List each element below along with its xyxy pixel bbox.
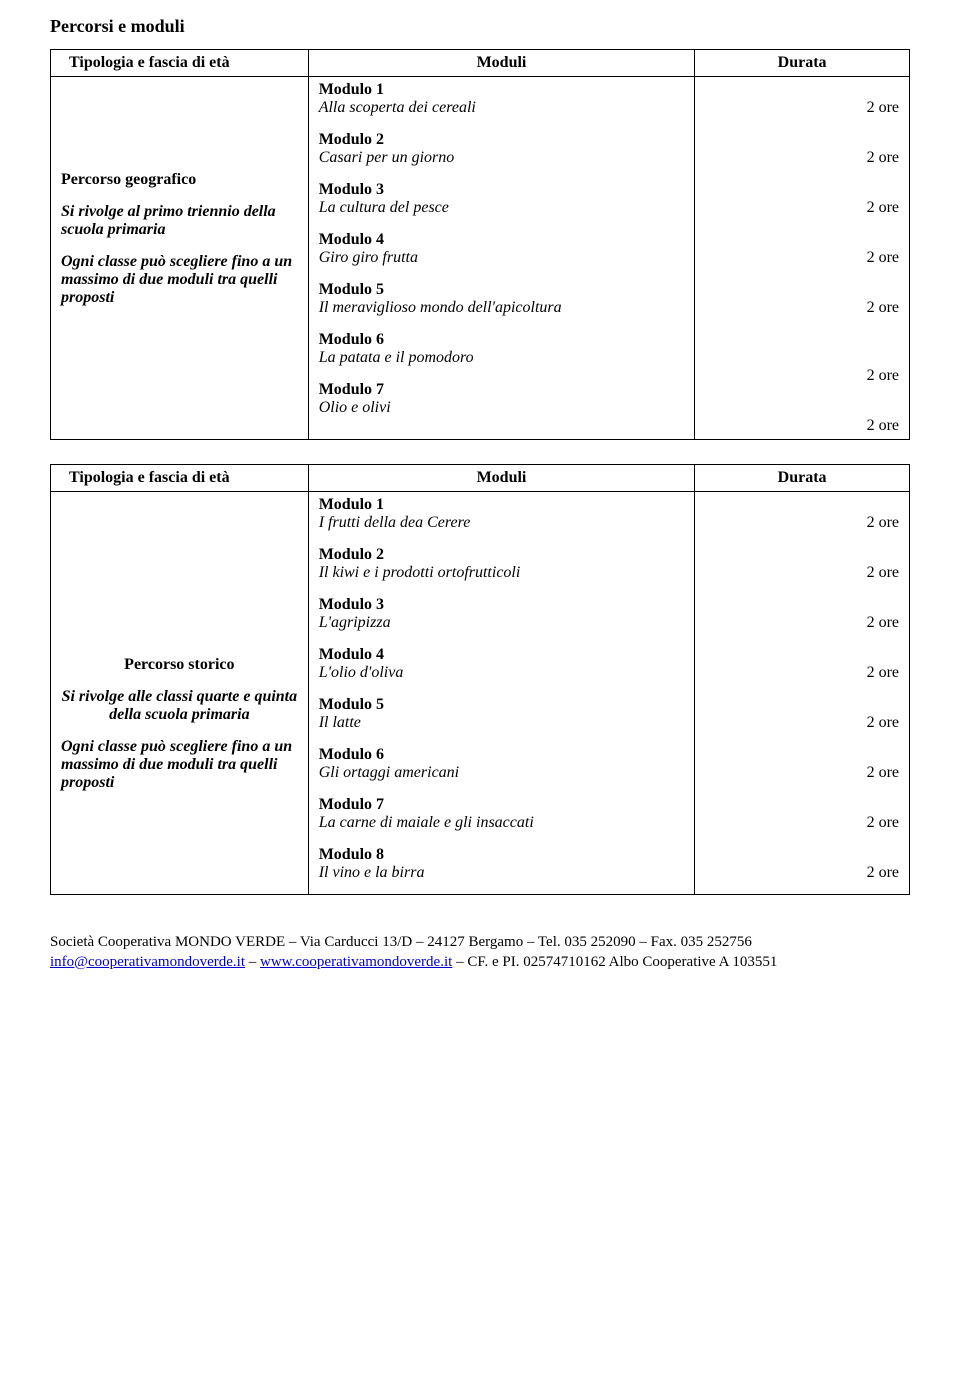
module-desc: Il kiwi e i prodotti ortofrutticoli [319,564,685,582]
duration-value: 2 ore [705,864,899,882]
percorso-name: Percorso storico [61,656,298,674]
module-item: Modulo 1I frutti della dea Cerere [319,496,685,532]
footer-web-link[interactable]: www.cooperativamondoverde.it [260,954,452,970]
table1-left-cell: Percorso geografico Si rivolge al primo … [51,77,309,440]
duration-value: 2 ore [705,99,899,117]
module-label: Modulo 4 [319,646,685,664]
duration-value: 2 ore [705,367,899,385]
duration-value: 2 ore [705,249,899,267]
target-audience: Si rivolge al primo triennio della scuol… [61,203,298,239]
page-title: Percorsi e moduli [50,16,910,37]
module-item: Modulo 3L'agripizza [319,596,685,632]
table1-header-row: Tipologia e fascia di età Moduli Durata [51,50,910,77]
module-desc: Il latte [319,714,685,732]
selection-note: Ogni classe può scegliere fino a un mass… [61,253,298,307]
module-label: Modulo 2 [319,546,685,564]
module-label: Modulo 6 [319,746,685,764]
duration-value: 2 ore [705,417,899,435]
duration-value: 2 ore [705,714,899,732]
module-item: Modulo 2Casari per un giorno [319,131,685,167]
table2-body-row: Percorso storico Si rivolge alle classi … [51,492,910,895]
table2-header-right: Durata [695,465,910,492]
footer-email-link[interactable]: info@cooperativamondoverde.it [50,954,245,970]
module-desc: L'agripizza [319,614,685,632]
table1-body-row: Percorso geografico Si rivolge al primo … [51,77,910,440]
module-label: Modulo 8 [319,846,685,864]
module-desc: Il meraviglioso mondo dell'apicoltura [319,299,685,317]
table-percorso-storico: Tipologia e fascia di età Moduli Durata … [50,464,910,895]
duration-value: 2 ore [705,514,899,532]
module-item: Modulo 8Il vino e la birra [319,846,685,882]
module-item: Modulo 2Il kiwi e i prodotti ortofruttic… [319,546,685,582]
selection-note: Ogni classe può scegliere fino a un mass… [61,738,298,792]
duration-value: 2 ore [705,149,899,167]
module-label: Modulo 3 [319,596,685,614]
module-desc: Olio e olivi [319,399,685,417]
table1-header-right: Durata [695,50,910,77]
footer-org-line: Società Cooperativa MONDO VERDE – Via Ca… [50,934,752,950]
module-item: Modulo 7La carne di maiale e gli insacca… [319,796,685,832]
table2-header-row: Tipologia e fascia di età Moduli Durata [51,465,910,492]
duration-value: 2 ore [705,199,899,217]
module-label: Modulo 7 [319,796,685,814]
target-audience: Si rivolge alle classi quarte e quinta d… [61,688,298,724]
module-label: Modulo 7 [319,381,685,399]
module-item: Modulo 7Olio e olivi [319,381,685,417]
module-item: Modulo 1Alla scoperta dei cereali [319,81,685,117]
footer-fiscal: – CF. e PI. 02574710162 Albo Cooperative… [452,954,777,970]
duration-value: 2 ore [705,664,899,682]
duration-value: 2 ore [705,564,899,582]
module-item: Modulo 6La patata e il pomodoro [319,331,685,367]
module-desc: La patata e il pomodoro [319,349,685,367]
table2-modules-cell: Modulo 1I frutti della dea Cerere Modulo… [308,492,695,895]
module-item: Modulo 5Il meraviglioso mondo dell'apico… [319,281,685,317]
module-desc: Gli ortaggi americani [319,764,685,782]
module-label: Modulo 5 [319,281,685,299]
table1-header-mid: Moduli [308,50,695,77]
module-label: Modulo 5 [319,696,685,714]
table2-duration-cell: 2 ore 2 ore 2 ore 2 ore 2 ore 2 ore 2 or… [695,492,910,895]
module-label: Modulo 4 [319,231,685,249]
module-label: Modulo 2 [319,131,685,149]
table-percorso-geografico: Tipologia e fascia di età Moduli Durata … [50,49,910,440]
module-desc: L'olio d'oliva [319,664,685,682]
percorso-name: Percorso geografico [61,171,298,189]
duration-value: 2 ore [705,814,899,832]
table2-header-left: Tipologia e fascia di età [51,465,309,492]
table1-duration-cell: 2 ore 2 ore 2 ore 2 ore 2 ore 2 ore 2 or… [695,77,910,440]
module-label: Modulo 6 [319,331,685,349]
footer: Società Cooperativa MONDO VERDE – Via Ca… [50,933,910,972]
duration-value: 2 ore [705,299,899,317]
module-desc: Giro giro frutta [319,249,685,267]
module-desc: I frutti della dea Cerere [319,514,685,532]
duration-value: 2 ore [705,764,899,782]
duration-value: 2 ore [705,614,899,632]
module-label: Modulo 3 [319,181,685,199]
module-item: Modulo 4Giro giro frutta [319,231,685,267]
module-label: Modulo 1 [319,81,685,99]
table2-header-mid: Moduli [308,465,695,492]
module-desc: Casari per un giorno [319,149,685,167]
footer-sep: – [245,954,260,970]
module-item: Modulo 4L'olio d'oliva [319,646,685,682]
table1-modules-cell: Modulo 1Alla scoperta dei cereali Modulo… [308,77,695,440]
module-desc: La carne di maiale e gli insaccati [319,814,685,832]
module-item: Modulo 5Il latte [319,696,685,732]
table2-left-cell: Percorso storico Si rivolge alle classi … [51,492,309,895]
module-desc: Il vino e la birra [319,864,685,882]
table1-header-left: Tipologia e fascia di età [51,50,309,77]
module-item: Modulo 3La cultura del pesce [319,181,685,217]
module-label: Modulo 1 [319,496,685,514]
module-desc: La cultura del pesce [319,199,685,217]
module-item: Modulo 6Gli ortaggi americani [319,746,685,782]
module-desc: Alla scoperta dei cereali [319,99,685,117]
